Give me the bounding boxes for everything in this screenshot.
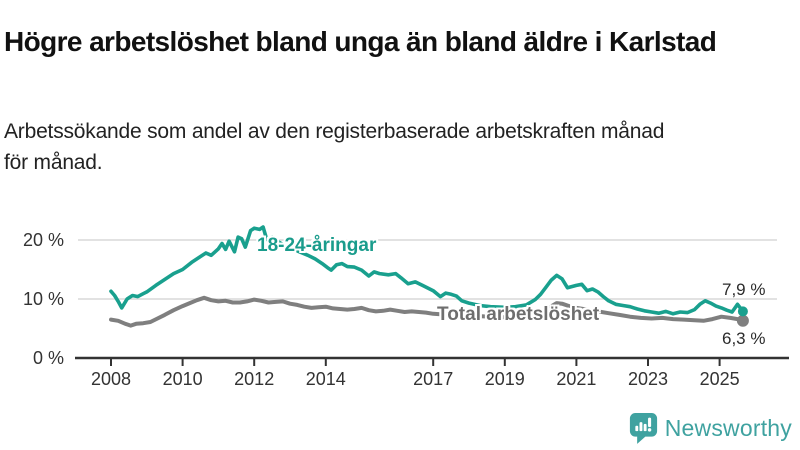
chart-subtitle-line-1: Arbetssökande som andel av den registerb… — [4, 120, 665, 143]
newsworthy-logo: Newsworthy — [629, 412, 792, 444]
end-value-total: 6,3 % — [722, 329, 766, 348]
x-axis-label: 2010 — [162, 369, 203, 389]
x-axis-label: 2017 — [413, 369, 454, 389]
chart-subtitle: Arbetssökande som andel av den registerb… — [4, 116, 794, 178]
y-axis-label: 0 % — [32, 348, 64, 368]
x-axis-label: 2008 — [90, 369, 132, 389]
x-axis-label: 2021 — [556, 369, 597, 389]
y-axis-label: 10 % — [22, 289, 64, 309]
x-axis-label: 2019 — [484, 369, 525, 389]
x-axis-label: 2023 — [627, 369, 669, 389]
x-axis-label: 2012 — [234, 369, 275, 389]
y-axis-label: 20 % — [22, 230, 64, 250]
page-title: Högre arbetslöshet bland unga än bland ä… — [4, 25, 717, 57]
x-axis-label: 2025 — [699, 369, 740, 389]
y-axis: 0 % 10 % 20 % — [0, 0, 66, 450]
series-label-youth: 18-24-åringar — [257, 235, 377, 256]
series-label-total: Total arbetslöshet — [437, 304, 600, 325]
x-axis-label: 2014 — [305, 369, 346, 389]
chart-subtitle-line-2: för månad. — [4, 151, 103, 174]
brand-name: Newsworthy — [664, 414, 792, 441]
bar-chart-speech-bubble-icon — [629, 413, 657, 444]
end-value-youth: 7,9 % — [722, 280, 766, 299]
